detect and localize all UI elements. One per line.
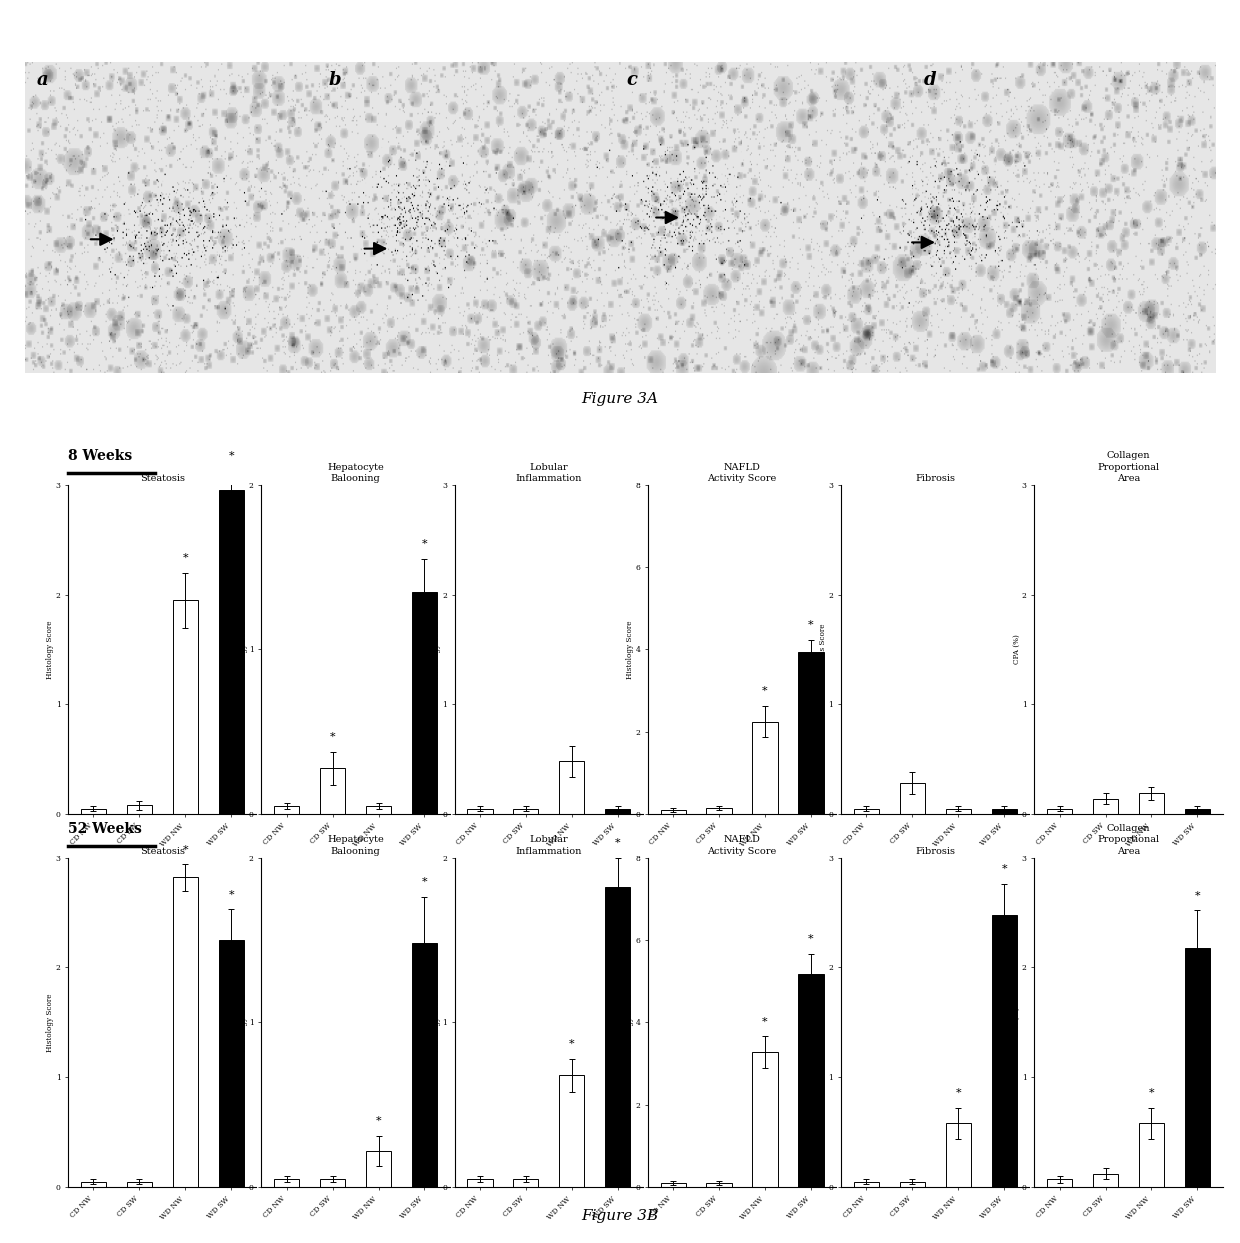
Bar — [661, 810, 686, 814]
Bar — [605, 888, 630, 1187]
Bar — [753, 721, 777, 814]
Y-axis label: CPA (%): CPA (%) — [1012, 634, 1021, 665]
Text: *: * — [1002, 864, 1007, 874]
Text: *: * — [1148, 1088, 1154, 1098]
Text: *: * — [1194, 890, 1200, 900]
Text: d: d — [924, 72, 936, 89]
Text: b: b — [329, 72, 341, 89]
Bar — [1092, 799, 1118, 814]
Y-axis label: Fibrosis Score: Fibrosis Score — [820, 996, 827, 1049]
Bar — [1184, 947, 1210, 1187]
Title: Hepatocyte
Balooning: Hepatocyte Balooning — [327, 462, 384, 482]
Bar — [707, 808, 732, 814]
Bar — [320, 768, 345, 814]
Title: Fibrosis: Fibrosis — [915, 846, 955, 855]
Title: Collagen
Proportional
Area: Collagen Proportional Area — [1097, 451, 1159, 482]
Text: 8 Weeks: 8 Weeks — [68, 449, 133, 462]
Y-axis label: CPA (%): CPA (%) — [1012, 1007, 1021, 1038]
Bar — [1047, 809, 1073, 814]
Text: *: * — [182, 553, 188, 563]
Text: *: * — [808, 935, 813, 945]
Title: Fibrosis: Fibrosis — [915, 474, 955, 482]
Y-axis label: Histology Score: Histology Score — [433, 620, 440, 679]
Bar — [81, 1182, 107, 1187]
Text: a: a — [37, 72, 48, 89]
Text: *: * — [808, 620, 813, 630]
Y-axis label: Histology Score: Histology Score — [239, 993, 248, 1052]
Text: c: c — [626, 72, 637, 89]
Bar — [992, 915, 1017, 1187]
Bar — [946, 1124, 971, 1187]
Title: Lobular
Inflammation: Lobular Inflammation — [516, 462, 582, 482]
Y-axis label: Histology Score: Histology Score — [46, 993, 55, 1052]
Title: Lobular
Inflammation: Lobular Inflammation — [516, 835, 582, 855]
Y-axis label: Histology Score: Histology Score — [626, 620, 634, 679]
Title: Steatosis: Steatosis — [140, 474, 185, 482]
Bar — [946, 809, 971, 814]
Bar — [753, 1052, 777, 1187]
Bar — [799, 651, 823, 814]
Bar — [274, 805, 299, 814]
Bar — [854, 809, 879, 814]
Bar — [320, 1178, 345, 1187]
Text: *: * — [228, 451, 234, 461]
Text: *: * — [228, 890, 234, 900]
Bar — [172, 878, 198, 1187]
Bar — [81, 809, 107, 814]
Text: 52 Weeks: 52 Weeks — [68, 822, 143, 835]
Bar — [900, 1182, 925, 1187]
Bar — [513, 1178, 538, 1187]
Text: *: * — [763, 686, 768, 696]
Bar — [1138, 1124, 1164, 1187]
Bar — [218, 490, 244, 814]
Bar — [900, 783, 925, 814]
Bar — [126, 805, 153, 814]
Bar — [854, 1182, 879, 1187]
Bar — [661, 1183, 686, 1187]
Bar — [218, 940, 244, 1187]
Title: Collagen
Proportional
Area: Collagen Proportional Area — [1097, 824, 1159, 855]
Bar — [172, 600, 198, 814]
Y-axis label: Fibrosis Score: Fibrosis Score — [820, 623, 827, 676]
Bar — [366, 805, 391, 814]
Bar — [513, 809, 538, 814]
Y-axis label: Histology Score: Histology Score — [239, 620, 248, 679]
Bar — [467, 1178, 492, 1187]
Text: *: * — [182, 844, 188, 854]
Bar — [467, 809, 492, 814]
Bar — [1047, 1180, 1073, 1187]
Bar — [412, 592, 436, 814]
Text: *: * — [422, 878, 428, 888]
Text: *: * — [763, 1017, 768, 1027]
Text: *: * — [422, 539, 428, 549]
Y-axis label: Histology Score: Histology Score — [626, 993, 634, 1052]
Text: *: * — [569, 1039, 574, 1049]
Bar — [126, 1182, 153, 1187]
Bar — [412, 943, 436, 1187]
Bar — [274, 1178, 299, 1187]
Text: *: * — [955, 1088, 961, 1098]
Bar — [799, 973, 823, 1187]
Text: *: * — [376, 1116, 382, 1126]
Bar — [559, 1075, 584, 1187]
Title: Hepatocyte
Balooning: Hepatocyte Balooning — [327, 835, 384, 855]
Text: Figure 3A: Figure 3A — [582, 392, 658, 406]
Y-axis label: Histology Score: Histology Score — [46, 620, 55, 679]
Title: NAFLD
Activity Score: NAFLD Activity Score — [707, 462, 776, 482]
Bar — [605, 809, 630, 814]
Text: *: * — [615, 838, 620, 848]
Text: Figure 3B: Figure 3B — [582, 1208, 658, 1223]
Title: NAFLD
Activity Score: NAFLD Activity Score — [707, 835, 776, 855]
Bar — [366, 1151, 391, 1187]
Y-axis label: Histology Score: Histology Score — [433, 993, 440, 1052]
Bar — [707, 1183, 732, 1187]
Bar — [1092, 1173, 1118, 1187]
Bar — [1184, 809, 1210, 814]
Bar — [992, 809, 1017, 814]
Text: *: * — [330, 732, 336, 742]
Title: Steatosis: Steatosis — [140, 846, 185, 855]
Bar — [1138, 793, 1164, 814]
Bar — [559, 762, 584, 814]
